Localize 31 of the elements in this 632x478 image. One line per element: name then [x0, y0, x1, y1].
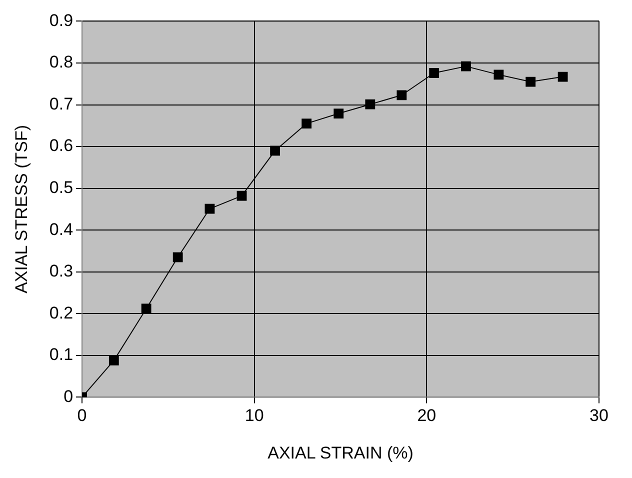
y-tick-label: 0.2 — [49, 303, 74, 322]
point — [396, 90, 407, 100]
x-tick-label: 0 — [77, 406, 87, 426]
point — [108, 355, 119, 366]
point — [141, 304, 152, 314]
x-tick-label: 10 — [244, 406, 264, 426]
point — [172, 252, 183, 262]
point — [204, 204, 215, 214]
x-tick-label: 30 — [590, 406, 608, 426]
y-tick-label: 0.9 — [49, 10, 74, 30]
y-axis-title: AXIAL STRESS (TSF) — [12, 124, 31, 294]
y-tick-label: 0.8 — [49, 52, 74, 72]
point — [270, 146, 280, 156]
point — [236, 190, 247, 201]
y-tick-label: 0.1 — [49, 345, 74, 364]
point — [526, 76, 536, 87]
point — [302, 118, 312, 129]
point — [429, 68, 440, 78]
point — [558, 72, 568, 82]
point — [365, 99, 376, 110]
x-tick-label: 20 — [417, 406, 436, 426]
y-tick-label: 0.7 — [49, 94, 74, 114]
y-tick-label: 0.4 — [49, 220, 74, 239]
y-tick-label: 0.6 — [49, 136, 74, 156]
y-tick-label: 0.5 — [49, 178, 74, 197]
y-tick-label: 0.3 — [49, 262, 74, 281]
point — [494, 70, 504, 80]
point — [461, 61, 471, 72]
point — [334, 108, 344, 118]
y-tick-label: 0 — [64, 386, 74, 406]
x-axis-title: AXIAL STRAIN (%) — [268, 443, 414, 462]
